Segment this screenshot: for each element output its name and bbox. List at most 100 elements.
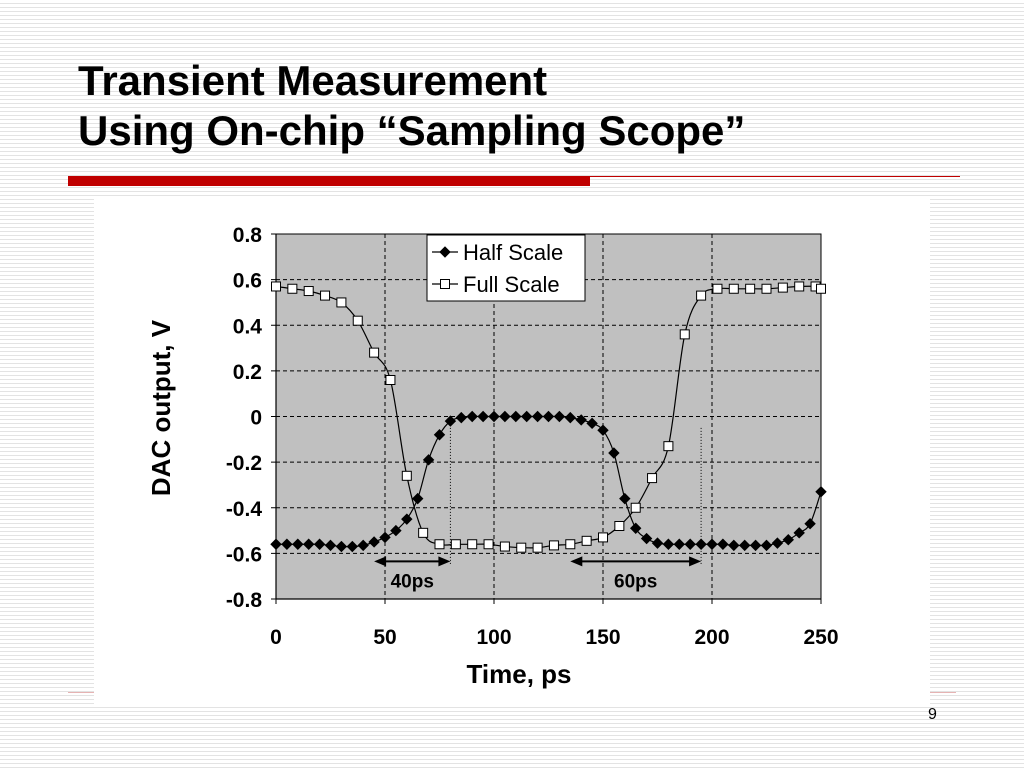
title-accent-bar xyxy=(68,176,590,186)
data-point-full-scale xyxy=(287,283,298,294)
data-point-half-scale xyxy=(760,539,773,552)
data-point-half-scale xyxy=(542,410,555,423)
data-point-full-scale xyxy=(483,539,494,550)
data-point-half-scale xyxy=(804,518,816,530)
legend-box xyxy=(426,234,586,302)
data-point-half-scale xyxy=(695,538,707,550)
annotation-arrowhead-right xyxy=(438,556,451,567)
data-point-full-scale xyxy=(630,502,641,513)
legend-marker xyxy=(439,246,451,258)
data-point-full-scale xyxy=(548,540,559,551)
data-point-full-scale xyxy=(647,473,658,484)
x-tick-label: 250 xyxy=(803,626,838,649)
data-point-full-scale xyxy=(385,375,396,385)
data-point-full-scale xyxy=(581,535,592,546)
data-point-full-scale xyxy=(712,283,723,294)
series-layer xyxy=(270,281,827,553)
duration-annotation: 40ps xyxy=(374,556,451,592)
data-point-half-scale xyxy=(608,447,620,459)
footer-rule-right xyxy=(930,692,956,693)
data-point-half-scale xyxy=(673,538,686,550)
data-point-half-scale xyxy=(586,417,598,430)
slide-title-line-1: Transient Measurement xyxy=(78,57,548,104)
y-tick-label: -0.2 xyxy=(226,452,262,475)
data-point-half-scale xyxy=(368,536,380,548)
data-point-full-scale xyxy=(271,281,281,292)
data-point-half-scale xyxy=(738,539,751,552)
legend-entry-full-scale: Full Scale xyxy=(432,272,560,297)
data-point-half-scale xyxy=(510,410,522,423)
title-accent-line xyxy=(590,176,960,177)
data-point-full-scale xyxy=(450,539,461,550)
footer-rule-left xyxy=(68,692,94,693)
duration-annotation: 60ps xyxy=(570,556,702,592)
data-point-half-scale xyxy=(488,410,500,423)
data-point-half-scale xyxy=(401,513,413,525)
data-point-half-scale xyxy=(564,411,577,424)
data-point-full-scale xyxy=(434,539,445,550)
x-axis-title: Time, ps xyxy=(466,659,571,689)
data-point-full-scale xyxy=(794,281,805,292)
data-point-half-scale xyxy=(477,410,489,423)
data-point-full-scale xyxy=(320,290,331,301)
data-point-full-scale xyxy=(614,521,625,531)
data-point-full-scale xyxy=(467,539,478,550)
legend: Half Scale Full Scale xyxy=(426,234,586,302)
annotation-label: 60ps xyxy=(614,571,657,592)
data-point-half-scale xyxy=(782,533,795,546)
data-point-half-scale xyxy=(662,538,675,550)
data-point-half-scale xyxy=(684,538,696,550)
series-full-scale xyxy=(271,281,826,553)
x-tick-label: 150 xyxy=(585,626,620,649)
data-point-half-scale xyxy=(575,414,587,426)
legend-marker xyxy=(440,279,450,289)
slide-title: Transient Measurement Using On-chip “Sam… xyxy=(78,56,745,156)
dac-output-chart: 0.8 0.6 0.4 0.2 0 -0.2 -0.4 -0.6 -0.8 0 50 100 150 2… xyxy=(146,224,839,689)
annotation-arrowhead-left xyxy=(570,556,583,567)
data-point-half-scale xyxy=(793,527,805,539)
legend-label: Half Scale xyxy=(463,240,563,265)
data-point-half-scale xyxy=(433,429,446,441)
data-point-half-scale xyxy=(422,454,435,466)
y-tick-label: -0.8 xyxy=(226,589,263,612)
annotation-label: 40ps xyxy=(391,571,434,592)
data-point-half-scale xyxy=(324,539,337,552)
data-point-half-scale xyxy=(706,538,718,550)
data-point-half-scale xyxy=(281,538,293,550)
x-tick-labels: 0 50 100 150 200 250 xyxy=(270,599,839,649)
x-tick-label: 100 xyxy=(476,626,511,649)
data-point-half-scale xyxy=(771,537,784,549)
data-point-full-scale xyxy=(532,542,543,553)
slide-title-line-2: Using On-chip “Sampling Scope” xyxy=(78,107,746,154)
data-point-half-scale xyxy=(455,411,468,424)
data-point-half-scale xyxy=(597,424,609,436)
page-number: 9 xyxy=(928,706,937,723)
data-point-full-scale xyxy=(369,347,380,358)
data-point-half-scale xyxy=(749,539,762,552)
y-tick-label: -0.6 xyxy=(226,543,262,566)
data-point-half-scale xyxy=(640,532,653,545)
data-point-full-scale xyxy=(516,542,527,553)
annotation-arrowhead-left xyxy=(374,556,387,567)
data-point-half-scale xyxy=(499,410,511,423)
data-point-full-scale xyxy=(761,283,772,294)
data-point-full-scale xyxy=(696,290,707,301)
data-point-half-scale xyxy=(651,537,664,549)
data-point-half-scale xyxy=(815,486,827,498)
legend-entry-half-scale: Half Scale xyxy=(432,240,563,265)
data-point-full-scale xyxy=(598,532,608,543)
y-tick-label: 0.2 xyxy=(233,361,262,384)
data-point-half-scale xyxy=(728,539,740,552)
data-point-half-scale xyxy=(411,492,424,505)
data-point-half-scale xyxy=(313,538,326,550)
data-point-half-scale xyxy=(553,410,566,423)
legend-label: Full Scale xyxy=(463,272,560,297)
data-point-full-scale xyxy=(745,283,756,294)
data-point-half-scale xyxy=(717,538,729,550)
data-point-full-scale xyxy=(499,541,510,552)
data-point-half-scale xyxy=(466,410,478,423)
data-point-full-scale xyxy=(418,527,429,538)
data-point-full-scale xyxy=(728,283,739,294)
data-point-half-scale xyxy=(531,410,544,423)
data-point-full-scale xyxy=(565,539,576,550)
